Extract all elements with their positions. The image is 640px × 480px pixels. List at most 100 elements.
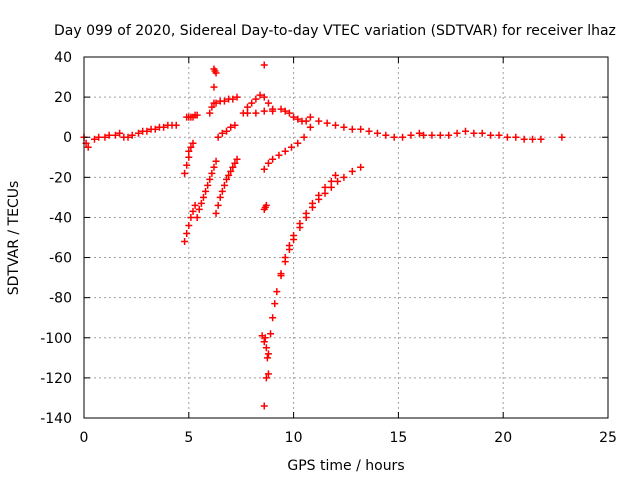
data-point — [227, 167, 235, 175]
data-point — [160, 123, 168, 131]
data-point — [373, 129, 381, 137]
data-point — [281, 147, 289, 155]
data-point — [256, 91, 264, 99]
data-point — [327, 183, 335, 191]
data-point — [212, 99, 220, 107]
data-point — [428, 131, 436, 139]
data-point — [195, 205, 203, 213]
data-point — [220, 181, 228, 189]
data-point — [214, 201, 222, 209]
data-point — [296, 219, 304, 227]
data-point — [231, 159, 239, 167]
data-point — [315, 191, 323, 199]
data-point — [95, 133, 103, 141]
data-point — [229, 163, 237, 171]
data-point — [390, 133, 398, 141]
data-point — [332, 121, 340, 129]
data-point — [208, 169, 216, 177]
data-point — [407, 131, 415, 139]
grid — [84, 57, 608, 418]
data-point — [288, 143, 296, 151]
x-tick-label: 20 — [494, 430, 512, 446]
data-point — [260, 107, 268, 115]
data-point — [264, 370, 272, 378]
data-point — [134, 129, 142, 137]
data-point — [185, 147, 193, 155]
data-point — [300, 133, 308, 141]
data-point — [399, 133, 407, 141]
data-point — [210, 163, 218, 171]
data-point — [218, 187, 226, 195]
data-point — [252, 95, 260, 103]
data-point — [269, 314, 277, 322]
data-point — [520, 135, 528, 143]
data-point — [199, 193, 207, 201]
data-point — [143, 127, 151, 135]
x-tick-label: 5 — [184, 430, 193, 446]
data-point — [487, 131, 495, 139]
data-point — [308, 199, 316, 207]
data-point — [273, 288, 281, 296]
data-point — [105, 131, 113, 139]
x-axis-ticks: 0 5 10 15 20 25 — [80, 57, 617, 446]
data-point — [348, 167, 356, 175]
data-point — [321, 189, 329, 197]
data-point — [212, 209, 220, 217]
data-point — [189, 207, 197, 215]
data-point — [220, 97, 228, 105]
data-point — [260, 402, 268, 410]
data-point — [327, 177, 335, 185]
x-tick-label: 0 — [80, 430, 89, 446]
data-point — [495, 131, 503, 139]
data-point — [252, 109, 260, 117]
data-point — [503, 133, 511, 141]
data-point — [420, 131, 428, 139]
data-point — [348, 125, 356, 133]
data-point — [262, 201, 270, 209]
data-point — [294, 115, 302, 123]
data-point — [269, 155, 277, 163]
x-tick-label: 15 — [389, 430, 407, 446]
data-point — [357, 163, 365, 171]
data-point — [231, 121, 239, 129]
data-point — [210, 83, 218, 91]
data-point — [212, 157, 220, 165]
data-point — [269, 105, 277, 113]
data-point — [290, 113, 298, 121]
data-point — [263, 354, 271, 362]
data-point — [208, 103, 216, 111]
data-point — [340, 123, 348, 131]
data-point — [225, 171, 233, 179]
data-point — [321, 183, 329, 191]
data-point — [193, 111, 201, 119]
data-point — [357, 125, 365, 133]
data-point — [124, 133, 132, 141]
data-point — [529, 135, 537, 143]
data-point — [365, 127, 373, 135]
data-point — [277, 270, 285, 278]
data-point — [202, 187, 210, 195]
data-point — [382, 131, 390, 139]
data-point — [281, 107, 289, 115]
x-tick-label: 10 — [285, 430, 303, 446]
data-point — [172, 121, 180, 129]
data-point — [233, 93, 241, 101]
y-tick-label: -60 — [49, 251, 72, 267]
data-point — [264, 99, 272, 107]
data-point — [216, 193, 224, 201]
y-tick-label: -40 — [49, 210, 72, 226]
data-point — [181, 238, 189, 246]
data-point — [453, 129, 461, 137]
data-point — [415, 129, 423, 137]
data-points — [80, 61, 566, 410]
data-point — [243, 103, 251, 111]
y-tick-label: -140 — [40, 411, 72, 427]
y-tick-label: -80 — [49, 291, 72, 307]
data-point — [189, 139, 197, 147]
data-point — [285, 109, 293, 117]
data-point — [181, 169, 189, 177]
y-tick-label: -120 — [40, 371, 72, 387]
data-point — [218, 129, 226, 137]
